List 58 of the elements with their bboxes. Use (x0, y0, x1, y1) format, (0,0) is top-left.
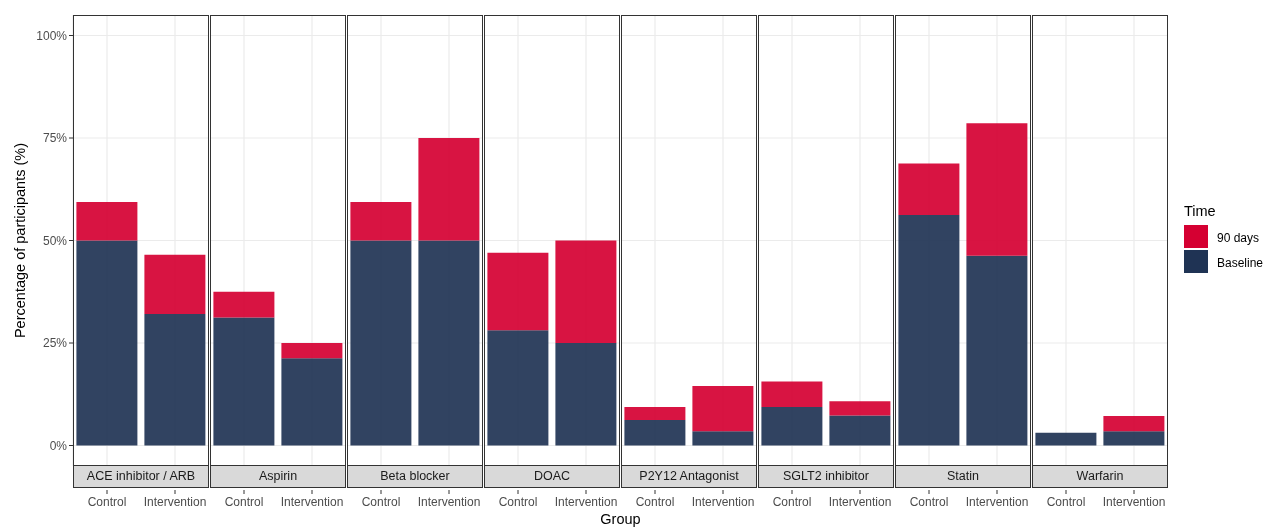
y-tick-label: 0% (49, 438, 68, 453)
text: Beta blocker (347, 466, 483, 488)
x-tick-label: Intervention (828, 495, 892, 509)
text: Aspirin (210, 466, 346, 488)
x-tick-label: Intervention (554, 495, 618, 509)
bar (76, 201, 138, 241)
bar (829, 401, 891, 416)
text: DOAC (484, 466, 620, 488)
x-tick-label: Control (635, 495, 675, 509)
x-tick-label: Control (361, 495, 401, 509)
x-tick-label: Control (909, 495, 949, 509)
text: SGLT2 inhibitor (758, 466, 894, 488)
bar (761, 406, 823, 446)
bar (144, 254, 206, 314)
text: P2Y12 Antagonist (621, 466, 757, 488)
x-tick-label: Control (87, 495, 127, 509)
x-tick-label: Intervention (1102, 495, 1166, 509)
y-tick-label: 25% (42, 336, 68, 351)
x-tick-label: Intervention (417, 495, 481, 509)
bar (487, 252, 549, 331)
x-axis-title: Group (599, 511, 642, 527)
bar (555, 240, 617, 343)
bar (144, 313, 206, 446)
x-tick-label: Control (1046, 495, 1086, 509)
bar (213, 291, 275, 318)
x-tick-label: Control (772, 495, 812, 509)
bar (692, 386, 754, 432)
bar (76, 240, 138, 446)
bar (898, 215, 960, 446)
text: ACE inhibitor / ARB (73, 466, 209, 488)
x-tick-label: Intervention (280, 495, 344, 509)
bar (898, 163, 960, 216)
y-tick-label: 75% (42, 131, 68, 146)
legend-title: Time (1184, 203, 1217, 219)
legend-label: 90 days (1217, 230, 1260, 245)
bar (281, 358, 343, 446)
bar (624, 420, 686, 446)
y-tick-label: 50% (42, 233, 68, 248)
bar (966, 255, 1028, 446)
bar (281, 343, 343, 359)
x-tick-label: Control (498, 495, 538, 509)
x-tick-label: Intervention (965, 495, 1029, 509)
bar (213, 317, 275, 446)
bar (692, 431, 754, 446)
y-axis-title: Percentage of participants (%) (12, 142, 28, 339)
text: Warfarin (1032, 466, 1168, 488)
y-tick-label: 100% (36, 28, 68, 43)
text: Statin (895, 466, 1031, 488)
x-tick-label: Intervention (691, 495, 755, 509)
bar (624, 406, 686, 421)
bar (761, 381, 823, 407)
x-tick-label: Intervention (143, 495, 207, 509)
legend-label: Baseline (1217, 255, 1264, 270)
bar (829, 415, 891, 446)
x-tick-label: Control (224, 495, 264, 509)
bar (966, 123, 1028, 256)
bar (487, 330, 549, 446)
bar (555, 343, 617, 446)
